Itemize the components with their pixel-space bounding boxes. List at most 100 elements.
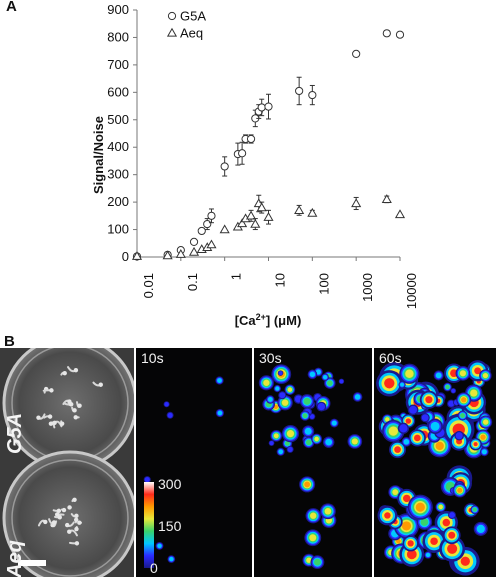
- luminescence-spot: [317, 402, 326, 411]
- luminescence-spot: [306, 557, 312, 563]
- g5a-data-point: [382, 29, 391, 38]
- luminescence-spot: [448, 400, 455, 407]
- luminescence-spot: [263, 379, 270, 386]
- luminescence-spot: [217, 410, 223, 416]
- g5a-data-point: [238, 149, 247, 158]
- y-tick-label: 500: [107, 112, 129, 127]
- luminescence-spot: [287, 387, 293, 392]
- luminescence-spot: [304, 427, 312, 435]
- g5a-data-point: [395, 30, 405, 39]
- seedling-leaf: [52, 420, 57, 425]
- well-bottom: [2, 450, 134, 577]
- scale-bar: [18, 560, 46, 566]
- legend-label-aeq: Aeq: [180, 26, 203, 41]
- luminescence-spot: [406, 549, 417, 560]
- luminescence-spot: [430, 537, 438, 546]
- luminescence-spot: [447, 543, 458, 554]
- luminescence-spot: [459, 370, 466, 377]
- aeq-data-point: [219, 224, 230, 234]
- x-tick-label: 10: [273, 273, 288, 287]
- seedling-leaf: [62, 370, 67, 376]
- seedling-leaf: [77, 403, 82, 408]
- image-30s: 30s: [254, 348, 372, 577]
- image-10s: 10s 300 150 0: [136, 348, 252, 577]
- y-tick-label: 100: [107, 222, 129, 237]
- aeq-data-point: [294, 205, 305, 214]
- luminescence-spot: [279, 392, 286, 399]
- luminescence-spot: [286, 430, 295, 438]
- luminescence-spot: [472, 507, 477, 512]
- luminescence-spot: [409, 405, 418, 414]
- luminescence-spot: [394, 446, 401, 453]
- luminescence-spot: [304, 481, 311, 488]
- luminescence-spot: [421, 414, 429, 422]
- luminescence-spot: [401, 521, 412, 531]
- seedling-leaf: [43, 519, 48, 525]
- luminescence-60s: [376, 360, 493, 576]
- luminescence-spot: [476, 524, 485, 534]
- row-label-aeq: Aeq: [4, 540, 26, 577]
- g5a-data-point: [207, 211, 216, 220]
- seedling-leaf: [51, 520, 57, 525]
- seedling-leaf: [74, 526, 79, 532]
- luminescence-spot: [388, 426, 398, 436]
- luminescence-spot: [354, 394, 361, 400]
- x-tick-label: 100: [316, 273, 331, 295]
- y-tick-label: 400: [107, 139, 129, 154]
- luminescence-spot: [415, 502, 425, 512]
- luminescence-spot: [407, 540, 414, 547]
- aeq-data-point: [206, 239, 217, 249]
- luminescence-spot: [470, 389, 478, 397]
- aeq-data-point: [250, 218, 261, 228]
- seedling-leaf: [72, 497, 77, 502]
- g5a-data-point: [203, 219, 212, 229]
- luminescence-10s: [143, 376, 225, 563]
- luminescence-spot: [482, 372, 488, 379]
- aeq-data-point: [188, 246, 200, 256]
- seedling-leaf: [69, 402, 74, 407]
- luminescence-spot: [481, 449, 487, 455]
- luminescence-spot: [314, 558, 321, 566]
- colorbar: [144, 482, 154, 568]
- luminescence-spot: [461, 397, 467, 403]
- luminescence-spot: [322, 374, 328, 380]
- luminescence-spot: [449, 512, 455, 519]
- chart-legend: G5A Aeq: [166, 9, 206, 41]
- luminescence-spot: [309, 534, 317, 542]
- g5a-data-point: [308, 90, 317, 100]
- aeq-data-point: [237, 218, 248, 228]
- row-label-g5a: G5A: [4, 412, 26, 454]
- colorbar-mid-label: 150: [158, 518, 182, 534]
- luminescence-spot: [438, 504, 443, 510]
- seedling-leaf: [48, 421, 54, 426]
- luminescence-spot: [457, 487, 463, 493]
- aeq-data-point: [256, 202, 267, 212]
- aeq-data-point: [394, 209, 406, 219]
- time-label-10s: 10s: [141, 350, 164, 366]
- luminescence-spot: [310, 512, 317, 519]
- seedling-leaf: [49, 388, 54, 393]
- y-tick-label: 600: [107, 84, 129, 99]
- luminescence-spot: [287, 446, 293, 452]
- luminescence-spot: [460, 413, 465, 418]
- luminescence-spot: [405, 369, 414, 379]
- luminescence-spot: [435, 441, 444, 451]
- g5a-data-point: [352, 49, 361, 59]
- aeq-data-point: [263, 211, 274, 221]
- luminescence-spot: [450, 369, 458, 378]
- y-tick-label: 300: [107, 167, 129, 182]
- y-tick-label: 700: [107, 57, 129, 72]
- luminescence-spot: [405, 418, 412, 424]
- luminescence-spot: [164, 402, 169, 407]
- luminescence-spot: [309, 414, 315, 419]
- luminescence-spot: [482, 419, 489, 425]
- x-tick-label: 0.1: [185, 273, 200, 291]
- seedling-leaf: [73, 517, 79, 522]
- seedling-leaf: [56, 508, 62, 513]
- chart-ticks: 0 100 200 300 400 500 600 700 800 900 0.01 0.1 1 10 10…: [107, 2, 419, 309]
- seedlings: [36, 366, 103, 546]
- luminescence-spot: [420, 518, 429, 526]
- luminescence-spot: [302, 413, 308, 419]
- seedling-leaf: [47, 414, 53, 419]
- luminescence-spot: [392, 489, 399, 496]
